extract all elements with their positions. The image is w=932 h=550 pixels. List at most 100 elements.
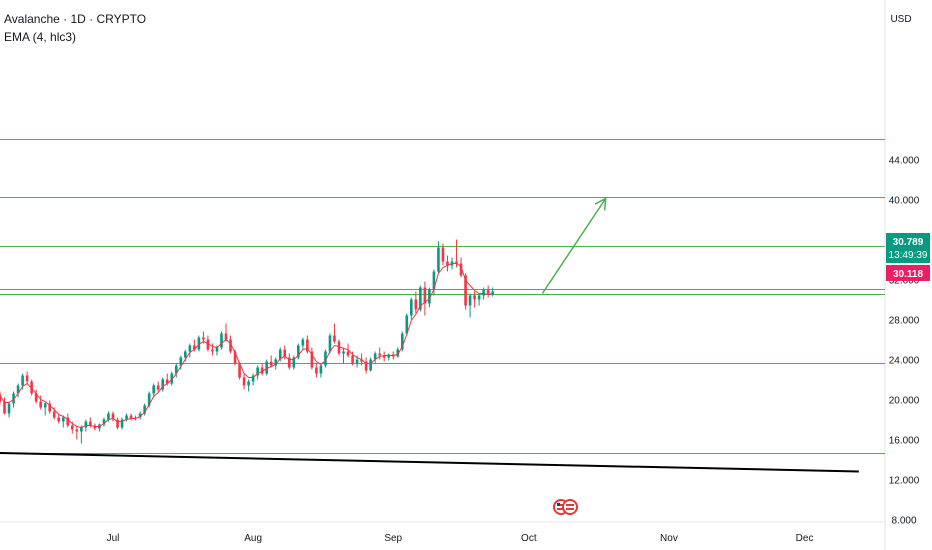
candle-body[interactable] xyxy=(342,351,345,354)
candle-body[interactable] xyxy=(396,349,400,357)
candle-body[interactable] xyxy=(25,375,29,382)
candle-body[interactable] xyxy=(310,351,314,368)
candle-body[interactable] xyxy=(414,299,418,310)
candle-body[interactable] xyxy=(238,363,241,378)
candle-body[interactable] xyxy=(477,295,481,300)
ema-indicator-label[interactable]: EMA (4, hlc3) xyxy=(4,30,77,44)
candle-body[interactable] xyxy=(373,353,377,360)
candle-body[interactable] xyxy=(378,353,381,356)
candle-body[interactable] xyxy=(306,339,309,352)
candle-body[interactable] xyxy=(80,427,83,432)
symbol-title[interactable]: Avalanche · 1D · CRYPTO xyxy=(4,12,147,26)
candle-body[interactable] xyxy=(3,401,6,414)
candle-body[interactable] xyxy=(278,349,282,360)
candle-body[interactable] xyxy=(265,361,268,374)
candle-body[interactable] xyxy=(71,425,74,430)
candle-body[interactable] xyxy=(202,337,205,340)
candle-body[interactable] xyxy=(419,287,422,310)
candle-body[interactable] xyxy=(138,413,142,418)
candle-body[interactable] xyxy=(211,349,214,352)
candle-body[interactable] xyxy=(405,315,409,334)
flag-event-icon[interactable] xyxy=(562,499,578,515)
candle-body[interactable] xyxy=(410,299,413,316)
candle-body[interactable] xyxy=(102,419,106,425)
ema-line[interactable] xyxy=(0,263,493,429)
candle-body[interactable] xyxy=(147,393,151,406)
candle-body[interactable] xyxy=(233,351,237,364)
candle-body[interactable] xyxy=(188,345,192,352)
candle-body[interactable] xyxy=(66,417,70,426)
candle-body[interactable] xyxy=(486,289,490,295)
candle-body[interactable] xyxy=(437,247,440,272)
candle-body[interactable] xyxy=(351,355,354,364)
candle-body[interactable] xyxy=(337,341,341,354)
currency-label[interactable]: USD xyxy=(890,14,911,25)
candle-body[interactable] xyxy=(165,379,169,384)
candle-body[interactable] xyxy=(129,415,133,419)
candle-body[interactable] xyxy=(152,385,155,394)
candle-body[interactable] xyxy=(355,359,359,364)
candle-body[interactable] xyxy=(297,345,300,358)
candle-body[interactable] xyxy=(292,357,296,368)
candle-body[interactable] xyxy=(7,403,11,414)
candle-body[interactable] xyxy=(382,355,386,358)
candle-body[interactable] xyxy=(301,339,305,346)
candle-body[interactable] xyxy=(170,373,174,384)
candle-body[interactable] xyxy=(206,339,210,350)
candle-body[interactable] xyxy=(256,367,259,376)
candle-body[interactable] xyxy=(428,289,431,304)
candle-body[interactable] xyxy=(229,339,232,352)
trendline[interactable] xyxy=(0,451,859,473)
candle-body[interactable] xyxy=(107,413,110,420)
candle-body[interactable] xyxy=(260,367,264,374)
candle-body[interactable] xyxy=(39,401,42,408)
candle-body[interactable] xyxy=(283,349,287,358)
candle-body[interactable] xyxy=(491,291,494,295)
candle-body[interactable] xyxy=(48,403,52,412)
candle-body[interactable] xyxy=(34,393,38,402)
candle-body[interactable] xyxy=(473,295,476,300)
candle-body[interactable] xyxy=(12,393,15,404)
candle-body[interactable] xyxy=(84,421,88,428)
candle-body[interactable] xyxy=(333,335,336,342)
candle-body[interactable] xyxy=(328,335,332,352)
candle-body[interactable] xyxy=(400,333,404,350)
candle-body[interactable] xyxy=(224,333,228,340)
candle-body[interactable] xyxy=(61,417,65,422)
candle-body[interactable] xyxy=(143,405,146,414)
candle-body[interactable] xyxy=(120,419,124,428)
candle-body[interactable] xyxy=(315,367,318,374)
candle-body[interactable] xyxy=(193,345,196,350)
projection-arrow-line[interactable] xyxy=(541,198,607,294)
candle-body[interactable] xyxy=(369,359,372,371)
candle-body[interactable] xyxy=(459,263,463,276)
candle-body[interactable] xyxy=(364,361,368,371)
candle-body[interactable] xyxy=(455,261,458,264)
candle-body[interactable] xyxy=(197,337,201,350)
candle-body[interactable] xyxy=(464,275,467,306)
candle-body[interactable] xyxy=(468,295,472,306)
candle-body[interactable] xyxy=(446,261,449,266)
candle-body[interactable] xyxy=(125,415,128,420)
candle-body[interactable] xyxy=(215,347,219,352)
candle-body[interactable] xyxy=(247,381,250,386)
candle-body[interactable] xyxy=(346,351,350,356)
candle-body[interactable] xyxy=(161,379,165,390)
candle-body[interactable] xyxy=(0,394,2,402)
candle-body[interactable] xyxy=(360,359,363,362)
candle-body[interactable] xyxy=(156,385,160,390)
candle-body[interactable] xyxy=(274,359,278,366)
candle-body[interactable] xyxy=(111,413,115,420)
candle-body[interactable] xyxy=(482,289,485,296)
candle-body[interactable] xyxy=(441,247,445,262)
candle-body[interactable] xyxy=(269,361,273,366)
candle-body[interactable] xyxy=(57,417,61,422)
candle-body[interactable] xyxy=(432,271,436,290)
candle-body[interactable] xyxy=(324,351,327,366)
candle-body[interactable] xyxy=(319,365,323,374)
candle-body[interactable] xyxy=(242,377,246,386)
candle-body[interactable] xyxy=(21,375,24,386)
candle-body[interactable] xyxy=(287,357,291,368)
